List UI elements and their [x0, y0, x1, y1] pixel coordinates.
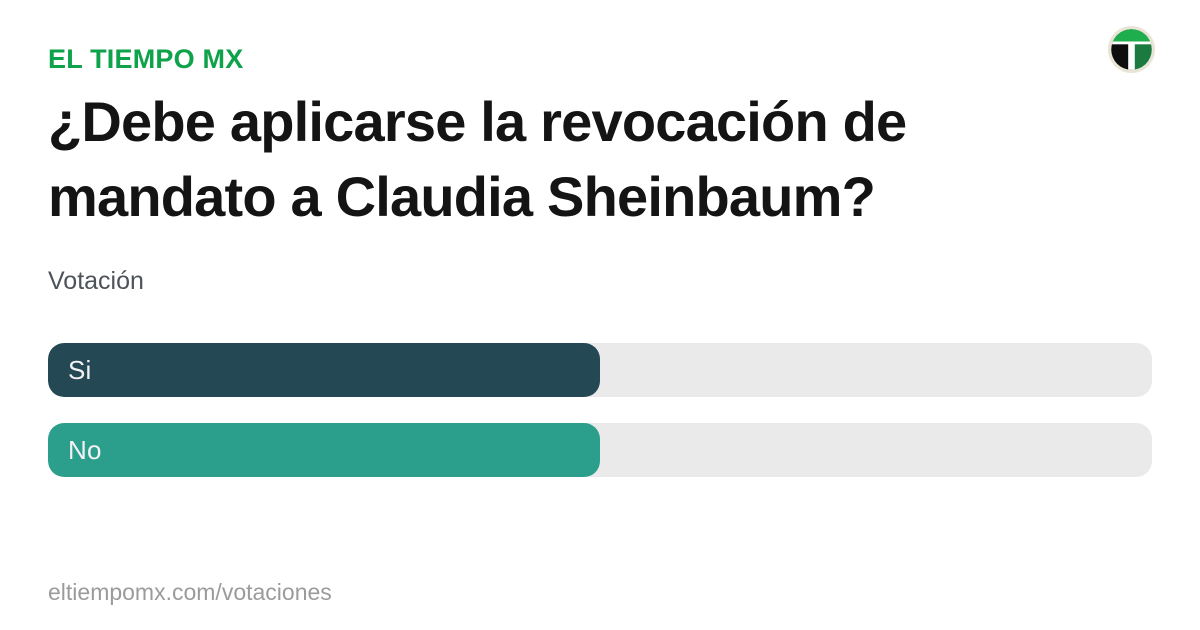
poll-option-label-no: No — [68, 434, 102, 465]
poll-option-no[interactable]: No — [48, 423, 1152, 477]
poll-option-label-si: Si — [68, 354, 92, 385]
section-label-votacion: Votación — [48, 267, 144, 295]
poll-question-line-1: ¿Debe aplicarse la revocación de — [48, 90, 907, 153]
brand-logo — [1107, 25, 1156, 74]
el-tiempo-logo-icon — [1107, 25, 1156, 74]
poll-option-si[interactable]: Si — [48, 343, 1152, 397]
poll-question: ¿Debe aplicarse la revocación de mandato… — [48, 84, 1108, 234]
poll-bar-fill-si[interactable]: Si — [48, 343, 600, 397]
poll-question-line-2: mandato a Claudia Sheinbaum? — [48, 165, 876, 228]
brand-name: EL TIEMPO MX — [48, 44, 244, 74]
site-url: eltiempomx.com/votaciones — [48, 579, 332, 605]
poll-bar-fill-no[interactable]: No — [48, 423, 600, 477]
poll-options: Si No — [48, 343, 1152, 503]
